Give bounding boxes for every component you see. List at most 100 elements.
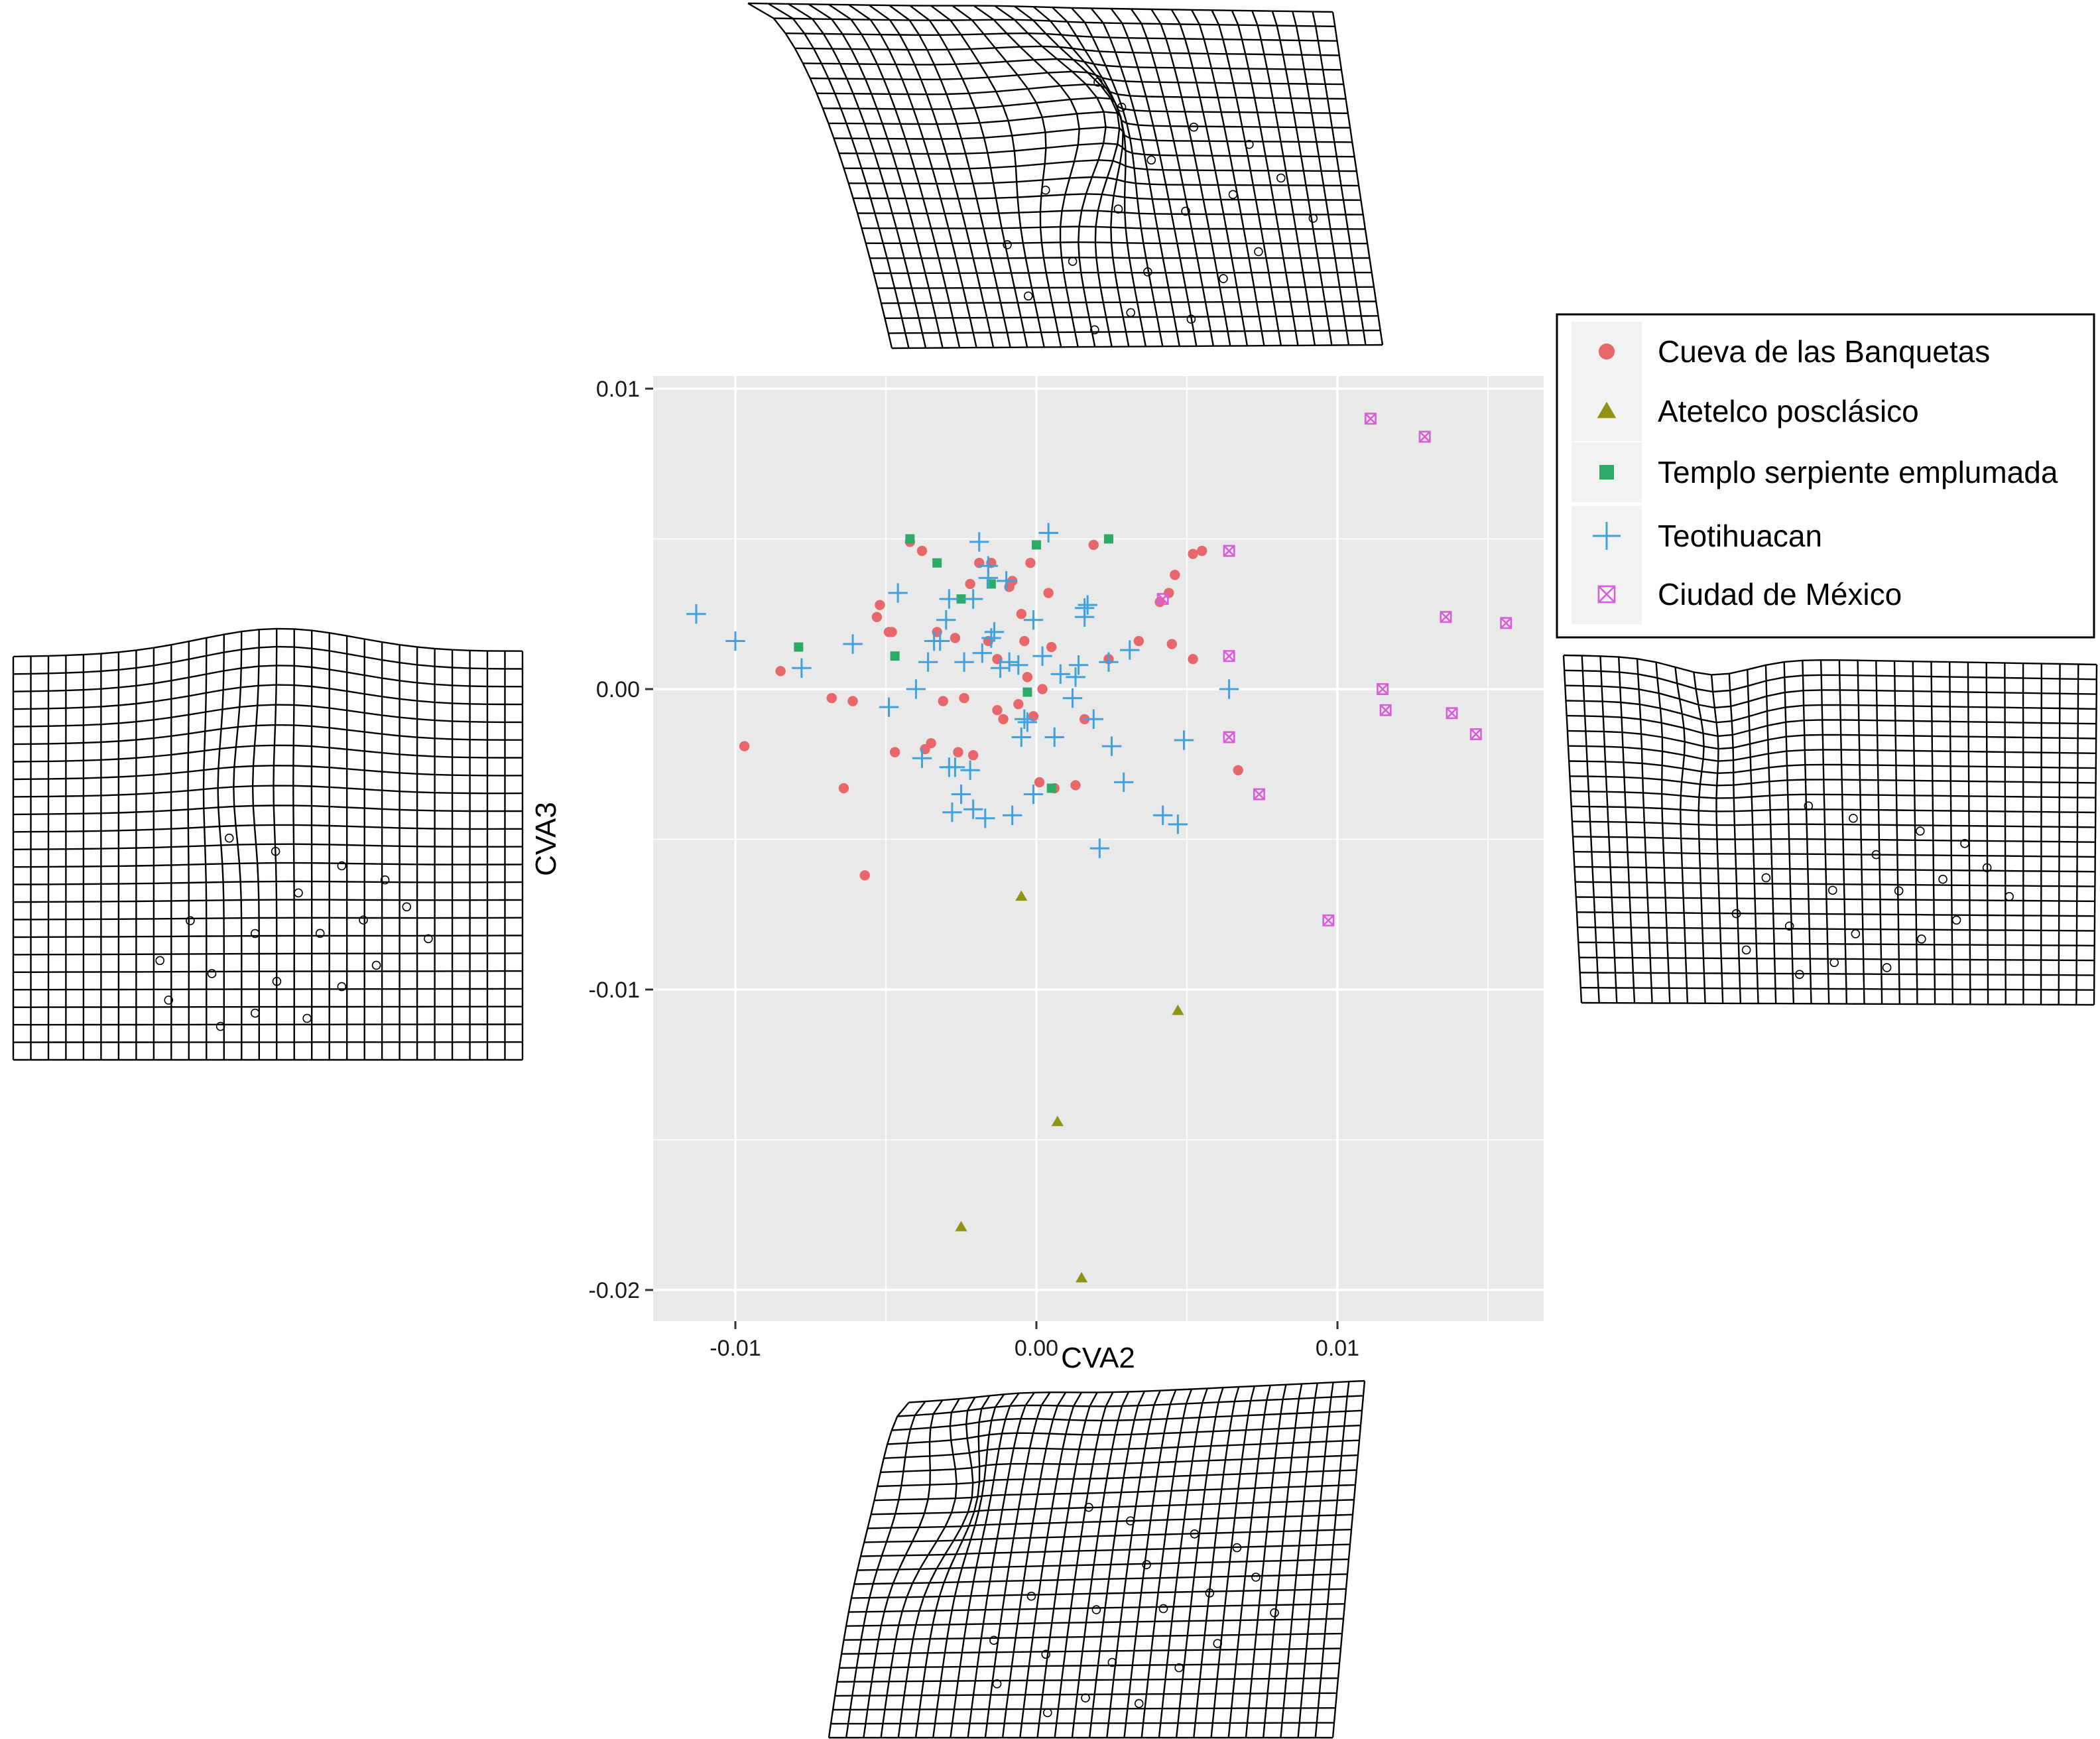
landmark	[1784, 921, 1794, 931]
data-point	[1446, 707, 1458, 720]
data-point	[1088, 539, 1099, 550]
warp-row-line	[1566, 714, 2097, 738]
landmark	[1113, 204, 1123, 214]
warp-col-line	[952, 5, 1062, 348]
warp-col-line	[292, 629, 295, 1060]
warp-col-line	[1130, 8, 1214, 346]
warp-row-line	[794, 45, 1339, 56]
warp-col-line	[1106, 1390, 1161, 1738]
landmark	[1245, 139, 1254, 149]
data-point	[1152, 805, 1173, 825]
data-point	[1037, 684, 1048, 694]
warp-row-line	[1569, 760, 2096, 775]
landmark	[1134, 1699, 1144, 1708]
warp-row-line	[13, 1023, 523, 1026]
landmark	[1882, 963, 1892, 972]
warp-row-line	[13, 627, 523, 658]
data-point	[1418, 430, 1431, 443]
data-point	[975, 808, 995, 828]
warp-row-line	[891, 344, 1383, 350]
landmark	[402, 902, 412, 912]
data-point	[926, 738, 936, 749]
plot-area	[653, 376, 1544, 1321]
data-point	[916, 545, 928, 556]
data-point	[1046, 783, 1056, 793]
warp-col-line	[1562, 655, 1583, 1003]
warp-row-line	[864, 1529, 1352, 1543]
data-point	[972, 643, 992, 663]
data-point	[939, 589, 959, 609]
warp-row-line	[1572, 820, 2096, 828]
warp-row-line	[857, 1558, 1349, 1571]
data-point	[889, 747, 900, 757]
landmark	[1228, 190, 1238, 200]
warp-col-line	[1271, 11, 1333, 346]
landmark	[302, 1013, 312, 1023]
warp-col-line	[1245, 1384, 1287, 1738]
data-point	[963, 799, 983, 819]
landmark	[1804, 801, 1814, 811]
warp-row-line	[871, 1499, 1355, 1515]
warp-row-line	[848, 1603, 1345, 1613]
warp-col-line	[914, 1395, 991, 1738]
landmark	[315, 929, 325, 938]
warp-row-line	[1568, 745, 2097, 762]
warp-row-line	[1570, 775, 2096, 787]
deformation-grid-top	[747, 2, 1384, 350]
warp-row-line	[869, 257, 1370, 259]
data-point	[1364, 413, 1377, 425]
warp-row-line	[1565, 684, 2097, 709]
y-axis-title: CVA3	[530, 802, 562, 876]
warp-col-line	[1820, 660, 1830, 1004]
grid-major	[653, 376, 1544, 1321]
data-point	[1062, 688, 1083, 708]
data-point	[1011, 727, 1031, 747]
warp-col-line	[909, 5, 1028, 348]
data-point	[843, 634, 863, 654]
warp-row-line	[843, 159, 1357, 172]
data-point	[1103, 534, 1113, 544]
warp-col-line	[973, 5, 1080, 348]
landmark	[1205, 1588, 1215, 1598]
warp-col-line	[1967, 662, 1971, 1005]
landmark	[1827, 885, 1837, 895]
y-axis: 0.01 0.00 -0.01 -0.02	[589, 377, 653, 1303]
landmark	[380, 875, 390, 885]
x-tick-label: 0.00	[1015, 1336, 1058, 1361]
landmark	[1189, 122, 1199, 132]
landmark	[2005, 892, 2014, 901]
data-point	[1089, 838, 1110, 858]
warp-row-line	[13, 645, 523, 675]
warp-col-line	[251, 629, 260, 1060]
data-point	[998, 714, 1009, 725]
data-point	[1469, 728, 1482, 740]
warp-col-line	[950, 1392, 1020, 1738]
landmark	[989, 1636, 999, 1645]
data-point	[945, 757, 965, 777]
warp-row-line	[822, 97, 1348, 114]
warp-col-line	[1893, 661, 1900, 1004]
data-point	[992, 705, 1003, 716]
warp-row-line	[13, 917, 523, 921]
data-point	[1099, 652, 1119, 672]
data-point	[1046, 641, 1057, 653]
warp-row-line	[867, 1514, 1353, 1529]
landmark	[272, 976, 282, 986]
landmark	[1181, 206, 1190, 216]
landmark	[1126, 308, 1136, 318]
data-point	[1168, 814, 1188, 834]
deformation-grid-left	[12, 627, 524, 1061]
warp-row-line	[1578, 941, 2095, 947]
legend-key	[1593, 522, 1621, 550]
legend-key	[1597, 401, 1617, 419]
x-axis-title: CVA2	[1061, 1342, 1135, 1374]
data-point	[1322, 914, 1335, 927]
warp-col-line	[889, 5, 1011, 348]
legend-key	[1599, 465, 1614, 480]
warp-row-line	[1564, 669, 2097, 693]
landmark	[1213, 1639, 1223, 1648]
landmark	[1084, 1502, 1093, 1512]
warp-col-line	[1263, 1384, 1303, 1738]
data-point	[875, 600, 885, 610]
landmark	[1795, 970, 1804, 979]
